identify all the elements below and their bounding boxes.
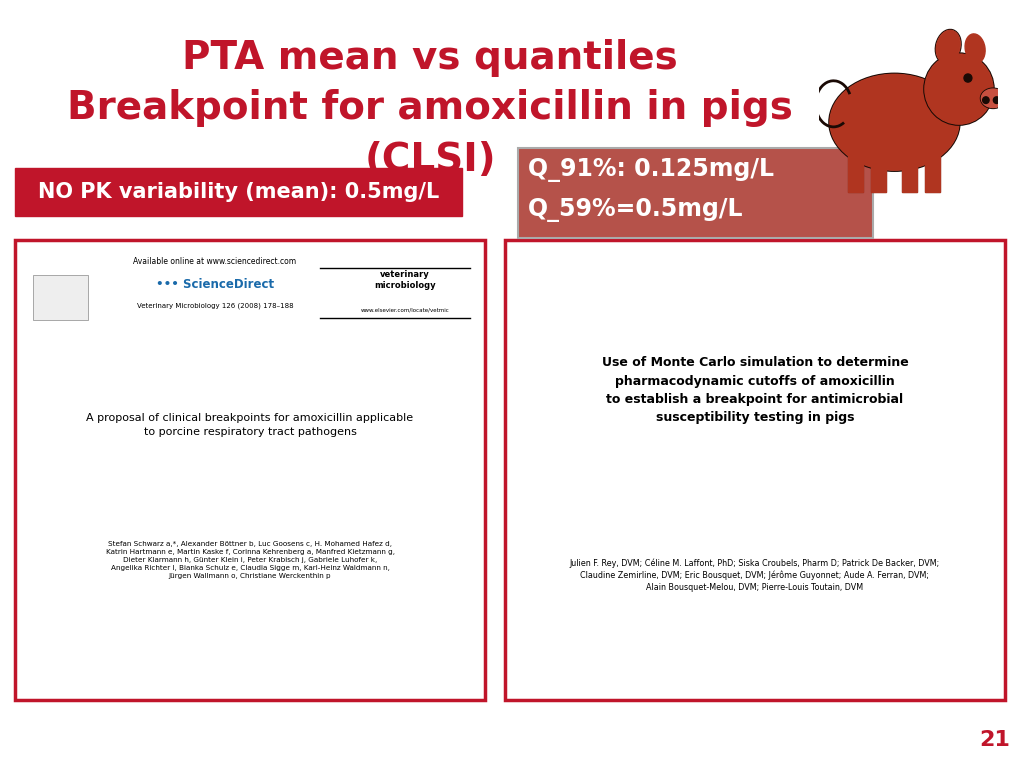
Ellipse shape xyxy=(965,34,985,63)
Ellipse shape xyxy=(936,31,961,63)
Ellipse shape xyxy=(981,89,1005,108)
FancyBboxPatch shape xyxy=(33,275,88,320)
FancyBboxPatch shape xyxy=(505,240,1005,700)
Text: Stefan Schwarz a,*, Alexander Böttner b, Luc Goosens c, H. Mohamed Hafez d,
Katr: Stefan Schwarz a,*, Alexander Böttner b,… xyxy=(105,541,394,579)
Text: A proposal of clinical breakpoints for amoxicillin applicable
to porcine respira: A proposal of clinical breakpoints for a… xyxy=(86,413,414,437)
Text: 21: 21 xyxy=(979,730,1010,750)
Text: Q_91%: 0.125mg/L: Q_91%: 0.125mg/L xyxy=(528,158,774,182)
Text: Julien F. Rey, DVM; Céline M. Laffont, PhD; Siska Croubels, Pharm D; Patrick De : Julien F. Rey, DVM; Céline M. Laffont, P… xyxy=(570,558,940,592)
Ellipse shape xyxy=(925,54,993,124)
Bar xyxy=(871,152,887,192)
FancyBboxPatch shape xyxy=(15,168,462,216)
Bar xyxy=(848,152,863,192)
Text: Q_59%=0.5mg/L: Q_59%=0.5mg/L xyxy=(528,198,743,222)
Bar xyxy=(902,152,916,192)
Text: ••• ScienceDirect: ••• ScienceDirect xyxy=(156,279,274,292)
FancyBboxPatch shape xyxy=(518,148,873,238)
Text: Breakpoint for amoxicillin in pigs: Breakpoint for amoxicillin in pigs xyxy=(67,89,793,127)
Text: PTA mean vs quantiles: PTA mean vs quantiles xyxy=(182,39,678,77)
Bar xyxy=(925,152,940,192)
Text: www.elsevier.com/locate/vetmic: www.elsevier.com/locate/vetmic xyxy=(360,307,450,313)
Text: veterinary
microbiology: veterinary microbiology xyxy=(374,270,436,290)
Text: ELSEVIER: ELSEVIER xyxy=(40,286,80,294)
Text: Veterinary Microbiology 126 (2008) 178–188: Veterinary Microbiology 126 (2008) 178–1… xyxy=(136,303,293,310)
FancyBboxPatch shape xyxy=(15,240,485,700)
Bar xyxy=(848,152,863,192)
Text: Use of Monte Carlo simulation to determine
pharmacodynamic cutoffs of amoxicilli: Use of Monte Carlo simulation to determi… xyxy=(602,356,908,423)
Circle shape xyxy=(964,74,972,82)
Circle shape xyxy=(993,97,999,104)
Bar xyxy=(871,152,887,192)
Bar xyxy=(925,152,940,192)
Text: (CLSI): (CLSI) xyxy=(365,141,496,179)
Text: NO PK variability (mean): 0.5mg/L: NO PK variability (mean): 0.5mg/L xyxy=(38,182,439,202)
Bar xyxy=(902,152,916,192)
Text: Available online at www.sciencedirect.com: Available online at www.sciencedirect.co… xyxy=(133,257,297,266)
Ellipse shape xyxy=(829,74,959,170)
Circle shape xyxy=(983,97,989,104)
